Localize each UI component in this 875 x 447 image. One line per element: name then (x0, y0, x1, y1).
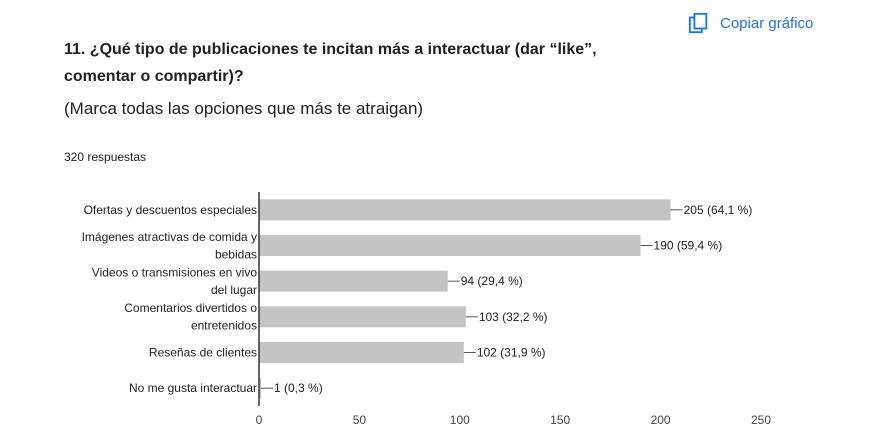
bar-0 (259, 199, 671, 221)
category-label-3: Comentarios divertidos o entretenidos (124, 301, 257, 333)
bar-2 (259, 270, 448, 292)
copy-chart-label: Copiar gráfico (720, 14, 814, 32)
bar-value-label-4: 102 (31,9 %) (477, 346, 546, 360)
category-label-5: No me gusta interactuar (129, 381, 257, 395)
response-count: 320 respuestas (64, 150, 147, 164)
category-label-0: Ofertas y descuentos especiales (84, 203, 257, 217)
x-tick-label-0: 0 (256, 413, 263, 427)
category-label-2: Videos o transmisiones en vivo del lugar (92, 265, 258, 297)
copy-chart-button[interactable]: Copiar gráfico (688, 12, 813, 34)
bar-3 (259, 306, 466, 328)
category-label-1: Imágenes atractivas de comida y bebidas (82, 230, 257, 262)
question-title: 11. ¿Qué tipo de publicaciones te incita… (64, 41, 597, 85)
bar-value-label-3: 103 (32,2 %) (479, 310, 548, 324)
bar-value-label-0: 205 (64,1 %) (684, 203, 753, 217)
x-tick-label-2: 100 (450, 413, 470, 427)
x-tick-label-4: 200 (651, 413, 671, 427)
x-tick-label-5: 250 (751, 413, 771, 427)
question-description: (Marca todas las opciones que más te atr… (64, 99, 424, 118)
bar-1 (259, 235, 641, 256)
x-tick-label-1: 50 (353, 413, 367, 427)
bar-value-label-2: 94 (29,4 %) (461, 274, 523, 288)
copy-icon (688, 12, 708, 34)
bar-value-label-5: 1 (0,3 %) (274, 381, 323, 395)
bar-5 (259, 377, 262, 399)
category-label-4: Reseñas de clientes (149, 346, 257, 360)
bar-4 (259, 342, 464, 363)
bar-value-label-1: 190 (59,4 %) (654, 239, 723, 253)
x-tick-label-3: 150 (550, 413, 570, 427)
